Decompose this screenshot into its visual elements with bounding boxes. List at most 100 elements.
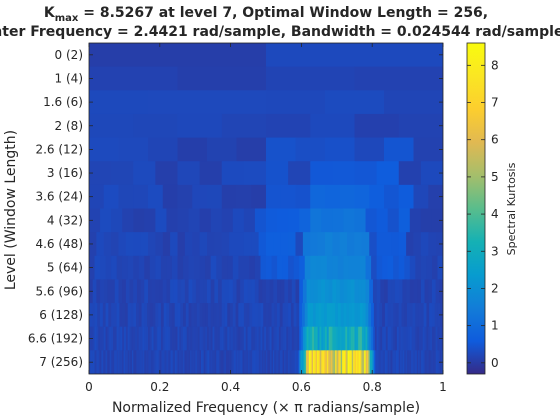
heatmap-cell [223,326,227,351]
heatmap-cell [413,350,416,374]
heatmap-cell [384,303,389,328]
heatmap-cell [240,279,245,304]
heatmap-cell [158,303,162,328]
heatmap-cell [343,279,348,304]
heatmap-cell [133,113,179,139]
heatmap-cell [278,350,281,374]
heatmap-cell [373,350,376,374]
heatmap-cell [152,303,156,328]
heatmap-cell [264,326,267,351]
heatmap-cell [116,255,123,281]
heatmap-cell [332,161,356,186]
heatmap-cell [259,350,262,374]
heatmap-cell [332,350,335,374]
heatmap-cell [148,232,156,257]
heatmap-cell [402,326,405,351]
heatmap-cell [142,326,145,351]
heatmap-cell [286,350,289,374]
heatmap-cell [311,350,314,374]
heatmap-cell [308,350,311,374]
heatmap-cell [160,326,164,351]
heatmap-cell [384,90,443,115]
heatmap-cells [89,43,443,374]
heatmap-cell [348,303,353,328]
heatmap-cell [148,90,208,115]
heatmap-cell [155,326,158,351]
heatmap-cell [391,326,394,351]
heatmap-cell [358,279,363,304]
heatmap-cell [420,232,429,257]
heatmap-cell [108,303,112,328]
heatmap-cell [333,350,336,374]
heatmap-cell [354,350,357,374]
heatmap-cell [216,303,220,328]
heatmap-cell [246,303,251,328]
heatmap-cell [177,137,208,162]
colorbar-tick-label: 5 [491,170,499,184]
heatmap-cell [415,326,418,351]
heatmap-cell [391,232,400,257]
heatmap-cell [124,326,127,351]
chart-title-line2: Center Frequency = 2.4421 rad/sample, Ba… [0,24,560,40]
heatmap-cell [218,279,223,304]
heatmap-cell [429,350,432,374]
heatmap-cell [131,350,134,374]
heatmap-cell [393,326,396,351]
heatmap-cell [236,137,267,162]
heatmap-cell [186,326,190,351]
heatmap-cell [310,232,319,257]
heatmap-cell [194,326,197,351]
heatmap-cell [118,137,149,162]
heatmap-cell [266,255,273,281]
heatmap-cell [124,303,129,328]
heatmap-cell [329,350,332,374]
heatmap-cell [332,255,339,281]
heatmap-cell [274,350,277,374]
heatmap-cell [203,279,208,304]
heatmap-cell [279,303,284,328]
heatmap-cell [369,232,378,257]
heatmap-cell [187,350,190,374]
heatmap-cell [184,326,188,351]
heatmap-cell [241,350,244,374]
heatmap-cell [207,232,215,257]
heatmap-cell [312,326,315,351]
heatmap-cell [398,255,405,281]
heatmap-cell [325,350,328,374]
heatmap-cell [376,161,400,186]
heatmap-cell [111,255,118,281]
heatmap-cell [295,184,311,210]
heatmap-cell [227,255,234,281]
heatmap-cell [413,232,422,257]
heatmap-cell [155,303,159,328]
heatmap-cell [203,326,206,351]
heatmap-cell [404,350,407,374]
heatmap-cell [122,208,134,233]
heatmap-cell [191,350,194,374]
heatmap-cell [409,255,416,281]
heatmap-cell [376,279,381,304]
heatmap-cell [177,113,223,139]
heatmap-cell [293,326,297,351]
heatmap-cell [277,255,284,281]
heatmap-cell [125,326,129,351]
heatmap-cell [169,303,173,328]
heatmap-cell [328,279,333,304]
heatmap-cell [407,350,410,374]
heatmap-cell [332,326,335,351]
heatmap-cell [118,184,134,210]
heatmap-cell [236,350,239,374]
heatmap-cell [188,303,192,328]
heatmap-cell [243,326,247,351]
heatmap-cell [277,350,280,374]
heatmap-cell [395,303,400,328]
heatmap-cell [336,279,341,304]
heatmap-cell [148,350,151,374]
heatmap-cell [116,350,119,374]
heatmap-cell [297,350,300,374]
heatmap-cell [273,326,276,351]
heatmap-cell [406,279,411,304]
heatmap-cell [225,279,230,304]
heatmap-cell [382,303,386,328]
heatmap-cell [430,326,433,351]
